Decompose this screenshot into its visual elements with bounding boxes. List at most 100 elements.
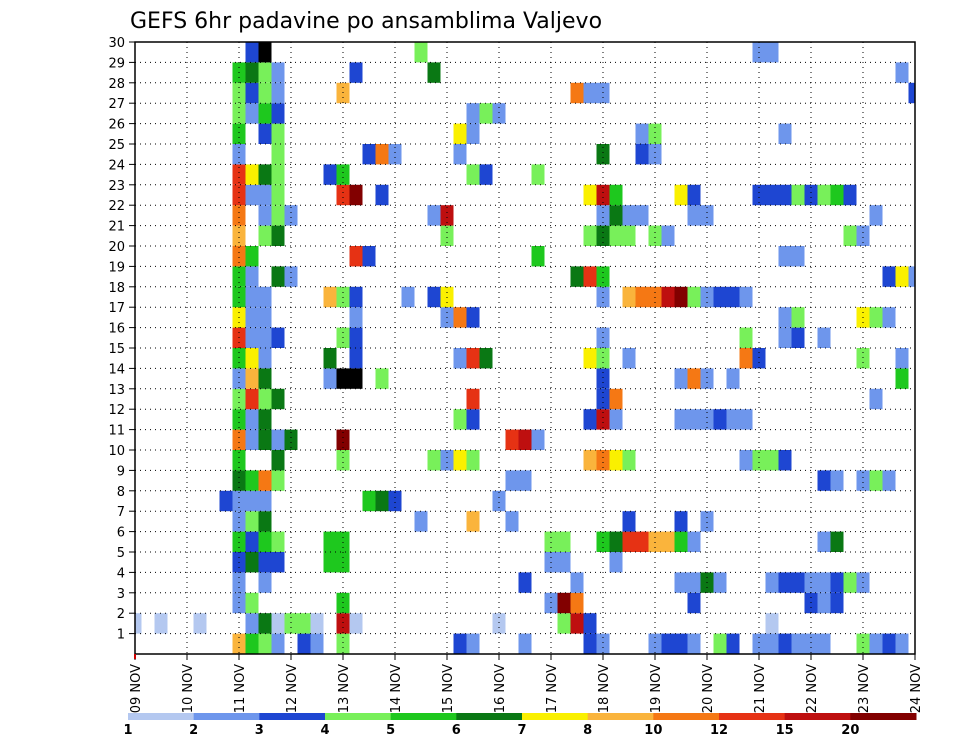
heatmap-cell xyxy=(596,633,610,654)
colorbar-label: 1 xyxy=(123,723,132,738)
heatmap-cell xyxy=(232,633,246,654)
heatmap-cell xyxy=(583,348,597,369)
heatmap-cell xyxy=(843,225,857,246)
y-tick-label: 25 xyxy=(108,138,125,153)
heatmap-cell xyxy=(245,613,259,634)
heatmap-cell xyxy=(752,348,766,369)
heatmap-cell xyxy=(687,286,701,308)
heatmap-cell xyxy=(700,368,714,389)
heatmap-cell xyxy=(635,144,649,165)
plot-cells xyxy=(135,42,915,654)
x-tick-label: 17 NOV xyxy=(545,664,560,713)
heatmap-cell xyxy=(245,388,259,410)
heatmap-cell xyxy=(882,633,896,654)
heatmap-cell xyxy=(466,123,480,144)
heatmap-cell xyxy=(466,450,480,471)
heatmap-cell xyxy=(323,368,337,389)
heatmap-cell xyxy=(817,572,831,593)
heatmap-cell xyxy=(739,327,753,348)
heatmap-cell xyxy=(700,205,714,226)
heatmap-cell xyxy=(232,225,246,246)
heatmap-cell xyxy=(388,490,402,512)
y-tick-label: 17 xyxy=(108,301,125,316)
heatmap-cell xyxy=(674,184,688,206)
heatmap-cell xyxy=(622,511,636,532)
heatmap-cell xyxy=(453,450,467,471)
heatmap-cell xyxy=(323,164,337,185)
heatmap-cell xyxy=(258,327,272,348)
heatmap-cell xyxy=(271,552,285,573)
heatmap-cell xyxy=(648,531,662,552)
heatmap-cell xyxy=(427,286,441,308)
heatmap-cell xyxy=(492,103,506,124)
heatmap-cell xyxy=(895,633,909,654)
heatmap-cell xyxy=(882,470,896,491)
heatmap-cell xyxy=(778,633,792,654)
heatmap-cell xyxy=(271,123,285,144)
heatmap-cell xyxy=(258,368,272,389)
heatmap-cell xyxy=(674,531,688,552)
heatmap-cell xyxy=(752,633,766,654)
colorbar-label: 20 xyxy=(841,723,859,738)
colorbar-segment xyxy=(522,713,589,720)
heatmap-cell xyxy=(271,82,285,104)
heatmap-cell xyxy=(596,368,610,389)
heatmap-cell xyxy=(245,409,259,430)
heatmap-cell xyxy=(869,307,883,328)
heatmap-cell xyxy=(232,348,246,369)
heatmap-cell xyxy=(427,205,441,226)
colorbar-legend: 1 2 3 4 5 6 7 8 10 12 15 20 xyxy=(123,713,917,738)
heatmap-cell xyxy=(869,633,883,654)
heatmap-cell xyxy=(453,307,467,328)
colorbar-label: 4 xyxy=(320,723,329,738)
y-axis: 1234567891011121314151617181920212223242… xyxy=(108,36,135,643)
x-axis: 09 NOV 10 NOV 11 NOV 12 NOV 13 NOV 14 NOV 15 N… xyxy=(129,654,924,713)
heatmap-cell xyxy=(739,409,753,430)
heatmap-cell xyxy=(336,531,350,552)
colorbar-label: 12 xyxy=(710,723,728,738)
heatmap-cell xyxy=(674,409,688,430)
heatmap-cell xyxy=(531,246,545,267)
heatmap-cell xyxy=(895,348,909,369)
heatmap-cell xyxy=(271,62,285,83)
heatmap-cell xyxy=(713,572,727,593)
heatmap-cell xyxy=(466,409,480,430)
y-tick-label: 10 xyxy=(108,444,125,459)
heatmap-cell xyxy=(258,552,272,573)
colorbar-segment xyxy=(784,713,851,720)
y-tick-label: 28 xyxy=(108,77,125,92)
y-tick-label: 13 xyxy=(108,383,125,398)
heatmap-cell xyxy=(258,613,272,634)
heatmap-cell xyxy=(765,613,779,634)
heatmap-cell xyxy=(830,184,844,206)
heatmap-cell xyxy=(518,572,532,593)
heatmap-cell xyxy=(856,225,870,246)
y-tick-label: 16 xyxy=(108,322,125,337)
heatmap-cell xyxy=(713,286,727,308)
heatmap-cell xyxy=(596,266,610,287)
y-tick-label: 14 xyxy=(108,362,125,377)
heatmap-cell xyxy=(258,470,272,491)
heatmap-cell xyxy=(271,103,285,124)
y-tick-label: 18 xyxy=(108,281,125,296)
heatmap-cell xyxy=(258,409,272,430)
heatmap-cell xyxy=(258,62,272,83)
heatmap-cell xyxy=(531,164,545,185)
heatmap-cell xyxy=(596,225,610,246)
heatmap-cell xyxy=(856,348,870,369)
heatmap-cell xyxy=(648,144,662,165)
heatmap-cell xyxy=(232,490,246,512)
heatmap-cell xyxy=(687,184,701,206)
heatmap-cell xyxy=(453,144,467,165)
heatmap-cell xyxy=(232,123,246,144)
heatmap-cell xyxy=(466,307,480,328)
y-tick-label: 6 xyxy=(117,526,125,541)
heatmap-cell xyxy=(583,409,597,430)
heatmap-cell xyxy=(245,470,259,491)
heatmap-cell xyxy=(245,348,259,369)
heatmap-cell xyxy=(154,613,168,634)
heatmap-cell xyxy=(817,184,831,206)
heatmap-cell xyxy=(297,633,311,654)
heatmap-cell xyxy=(323,531,337,552)
heatmap-cell xyxy=(245,327,259,348)
